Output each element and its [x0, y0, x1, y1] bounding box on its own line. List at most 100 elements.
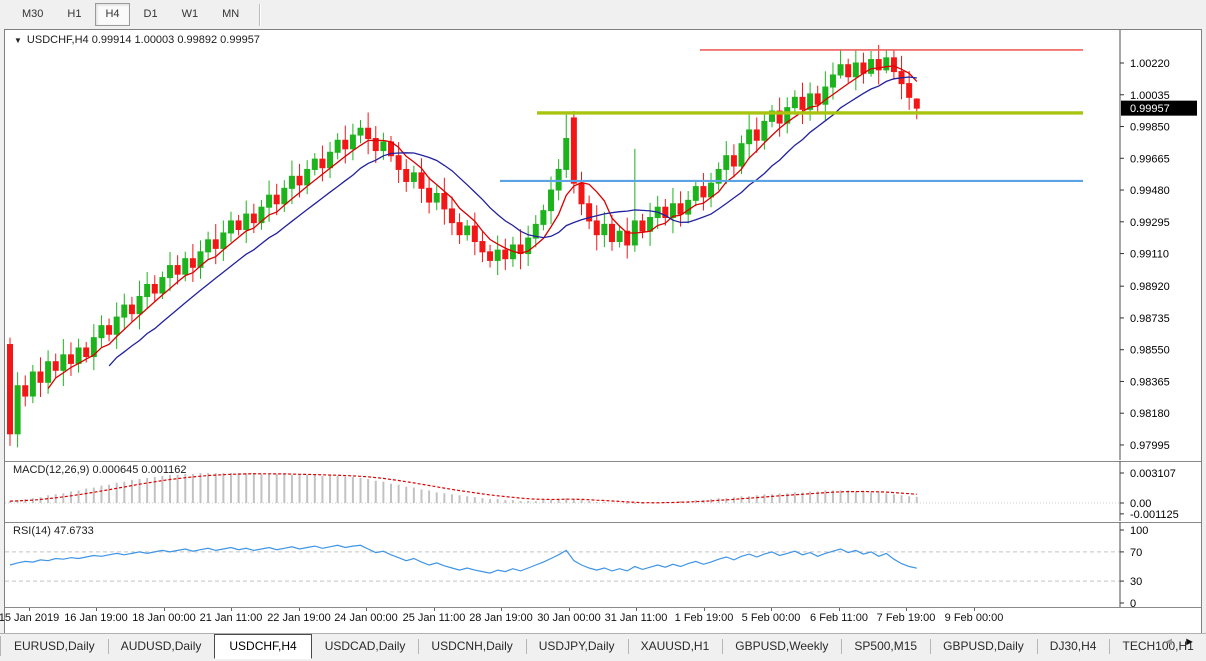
tab-dj30-h4[interactable]: DJ30,H4 [1036, 636, 1110, 657]
tab-gbpusd-weekly[interactable]: GBPUSD,Weekly [722, 636, 841, 657]
candle-body [327, 151, 334, 169]
candle-body [662, 206, 669, 219]
candle-body [479, 241, 486, 253]
candle-body [852, 62, 859, 78]
candle-body [83, 347, 90, 358]
candle-body [60, 354, 67, 371]
tab-usdchf-h4[interactable]: USDCHF,H4 [214, 634, 312, 659]
tab-audusd-daily[interactable]: AUDUSD,Daily [107, 636, 215, 657]
candle-body [586, 203, 593, 222]
time-tick [974, 608, 975, 611]
candle-body [669, 203, 676, 219]
candle-body [365, 127, 372, 140]
timeframe-mn-button[interactable]: MN [222, 8, 240, 20]
time-axis-label: 15 Jan 2019 [0, 612, 60, 624]
current-price-marker [1121, 100, 1197, 116]
price-chart-pane[interactable]: 1.00220 1.00035 0.99850 0.99665 0.99480 0.992… [5, 30, 1201, 460]
timeframe-h4-button[interactable]: H4 [95, 3, 130, 26]
candle-body [540, 210, 547, 225]
candle-body [197, 251, 204, 268]
timeframe-h1-button[interactable]: H1 [67, 8, 82, 20]
candle-body [700, 186, 707, 198]
candle-body [22, 385, 29, 397]
time-tick [366, 608, 367, 611]
candle-body [342, 139, 349, 150]
candle-body [769, 110, 775, 122]
time-axis-label: 9 Feb 00:00 [944, 612, 1004, 624]
price-tick-label: 1.00035 [1130, 90, 1170, 102]
tab-sp500-m15[interactable]: SP500,M15 [841, 636, 930, 657]
tab-scroll-right-icon[interactable]: ► [1184, 636, 1195, 648]
candle-body [372, 138, 379, 152]
candle-body [799, 96, 806, 110]
time-tick [299, 608, 300, 611]
candle-body [494, 249, 501, 261]
current-price-label: 0.99957 [1130, 103, 1170, 115]
rsi-line [9, 544, 917, 574]
timeframe-w1-button[interactable]: W1 [181, 8, 199, 20]
time-axis[interactable]: 15 Jan 2019 16 Jan 19:00 18 Jan 00:00 21 Ja… [0, 607, 1201, 633]
candle-body [113, 316, 120, 335]
rsi-pane[interactable]: 100 70 30 0 [5, 522, 1201, 607]
price-tick-label: 0.98180 [1130, 408, 1170, 420]
candle-body [106, 325, 113, 335]
candle-body [593, 220, 600, 236]
candle-body [90, 337, 97, 358]
candle-body [121, 304, 128, 318]
time-tick [29, 608, 30, 611]
candle-body [266, 194, 273, 208]
tab-xauusd-h1[interactable]: XAUUSD,H1 [627, 636, 723, 657]
time-axis-label: 21 Jan 11:00 [199, 612, 263, 624]
candle-body [753, 129, 760, 141]
time-tick [906, 608, 907, 611]
tab-usdcad-daily[interactable]: USDCAD,Daily [324, 639, 406, 653]
tab-tech100-h1[interactable]: TECH100,H1 [1109, 636, 1206, 657]
price-tick-label: 0.99850 [1130, 122, 1170, 134]
collapse-triangle-icon[interactable]: ▼ [14, 36, 22, 45]
candle-body [441, 192, 448, 210]
macd-signal-line [9, 473, 917, 504]
candle-body [723, 155, 730, 170]
macd-axis-label: 0.00 [1130, 498, 1151, 510]
tab-usdcnh-daily[interactable]: USDCNH,Daily [418, 636, 525, 657]
candle-body [281, 187, 288, 205]
price-tick-label: 0.99295 [1130, 217, 1170, 229]
candle-body [890, 57, 897, 73]
candle-body [14, 385, 21, 435]
macd-indicator-label: MACD(12,26,9) 0.000645 0.001162 [13, 464, 187, 476]
chart-window[interactable]: ▼ USDCHF,H4 0.99914 1.00003 0.99892 0.999… [0, 29, 1202, 633]
price-tick-label: 1.00220 [1130, 58, 1170, 70]
macd-pane[interactable]: 0.003107 0.00-0.001125 [5, 461, 1201, 521]
ma-fast-line [47, 65, 918, 389]
candle-body [426, 187, 433, 203]
candle-body [67, 354, 74, 364]
candle-body [570, 117, 577, 184]
price-tick-label: 0.98735 [1130, 313, 1170, 325]
candle-body [334, 139, 341, 153]
candle-body [189, 258, 196, 268]
candle-body [220, 232, 227, 249]
candle-body [906, 83, 913, 98]
candle-body [98, 325, 105, 339]
candle-body [349, 134, 356, 150]
timeframe-m30-button[interactable]: M30 [22, 8, 44, 20]
candle-body [548, 189, 555, 212]
price-tick-label: 0.98550 [1130, 345, 1170, 357]
time-axis-label: 6 Feb 11:00 [810, 612, 868, 624]
time-axis-label: 1 Feb 19:00 [674, 612, 734, 624]
tab-eurusd-daily[interactable]: EURUSD,Daily [14, 639, 95, 653]
price-tick-label: 0.98365 [1130, 376, 1170, 388]
candle-body [212, 239, 219, 249]
candle-body [685, 199, 692, 215]
tab-scroll-left-icon[interactable]: ◄ [1163, 636, 1175, 648]
candle-body [456, 222, 463, 236]
symbol-tab-bar: EURUSD,Daily AUDUSD,Daily USDCHF,H4 USDCAD,… [0, 633, 1206, 661]
candle-body [433, 192, 440, 203]
candle-body [418, 172, 425, 189]
tab-gbpusd-daily[interactable]: GBPUSD,Daily [930, 636, 1037, 657]
candle-body [7, 344, 13, 435]
candle-body [395, 155, 402, 170]
tab-usdjpy-daily[interactable]: USDJPY,Daily [525, 636, 628, 657]
chart-title-text: USDCHF,H4 0.99914 1.00003 0.99892 0.9995… [26, 34, 260, 46]
timeframe-d1-button[interactable]: D1 [143, 8, 158, 20]
